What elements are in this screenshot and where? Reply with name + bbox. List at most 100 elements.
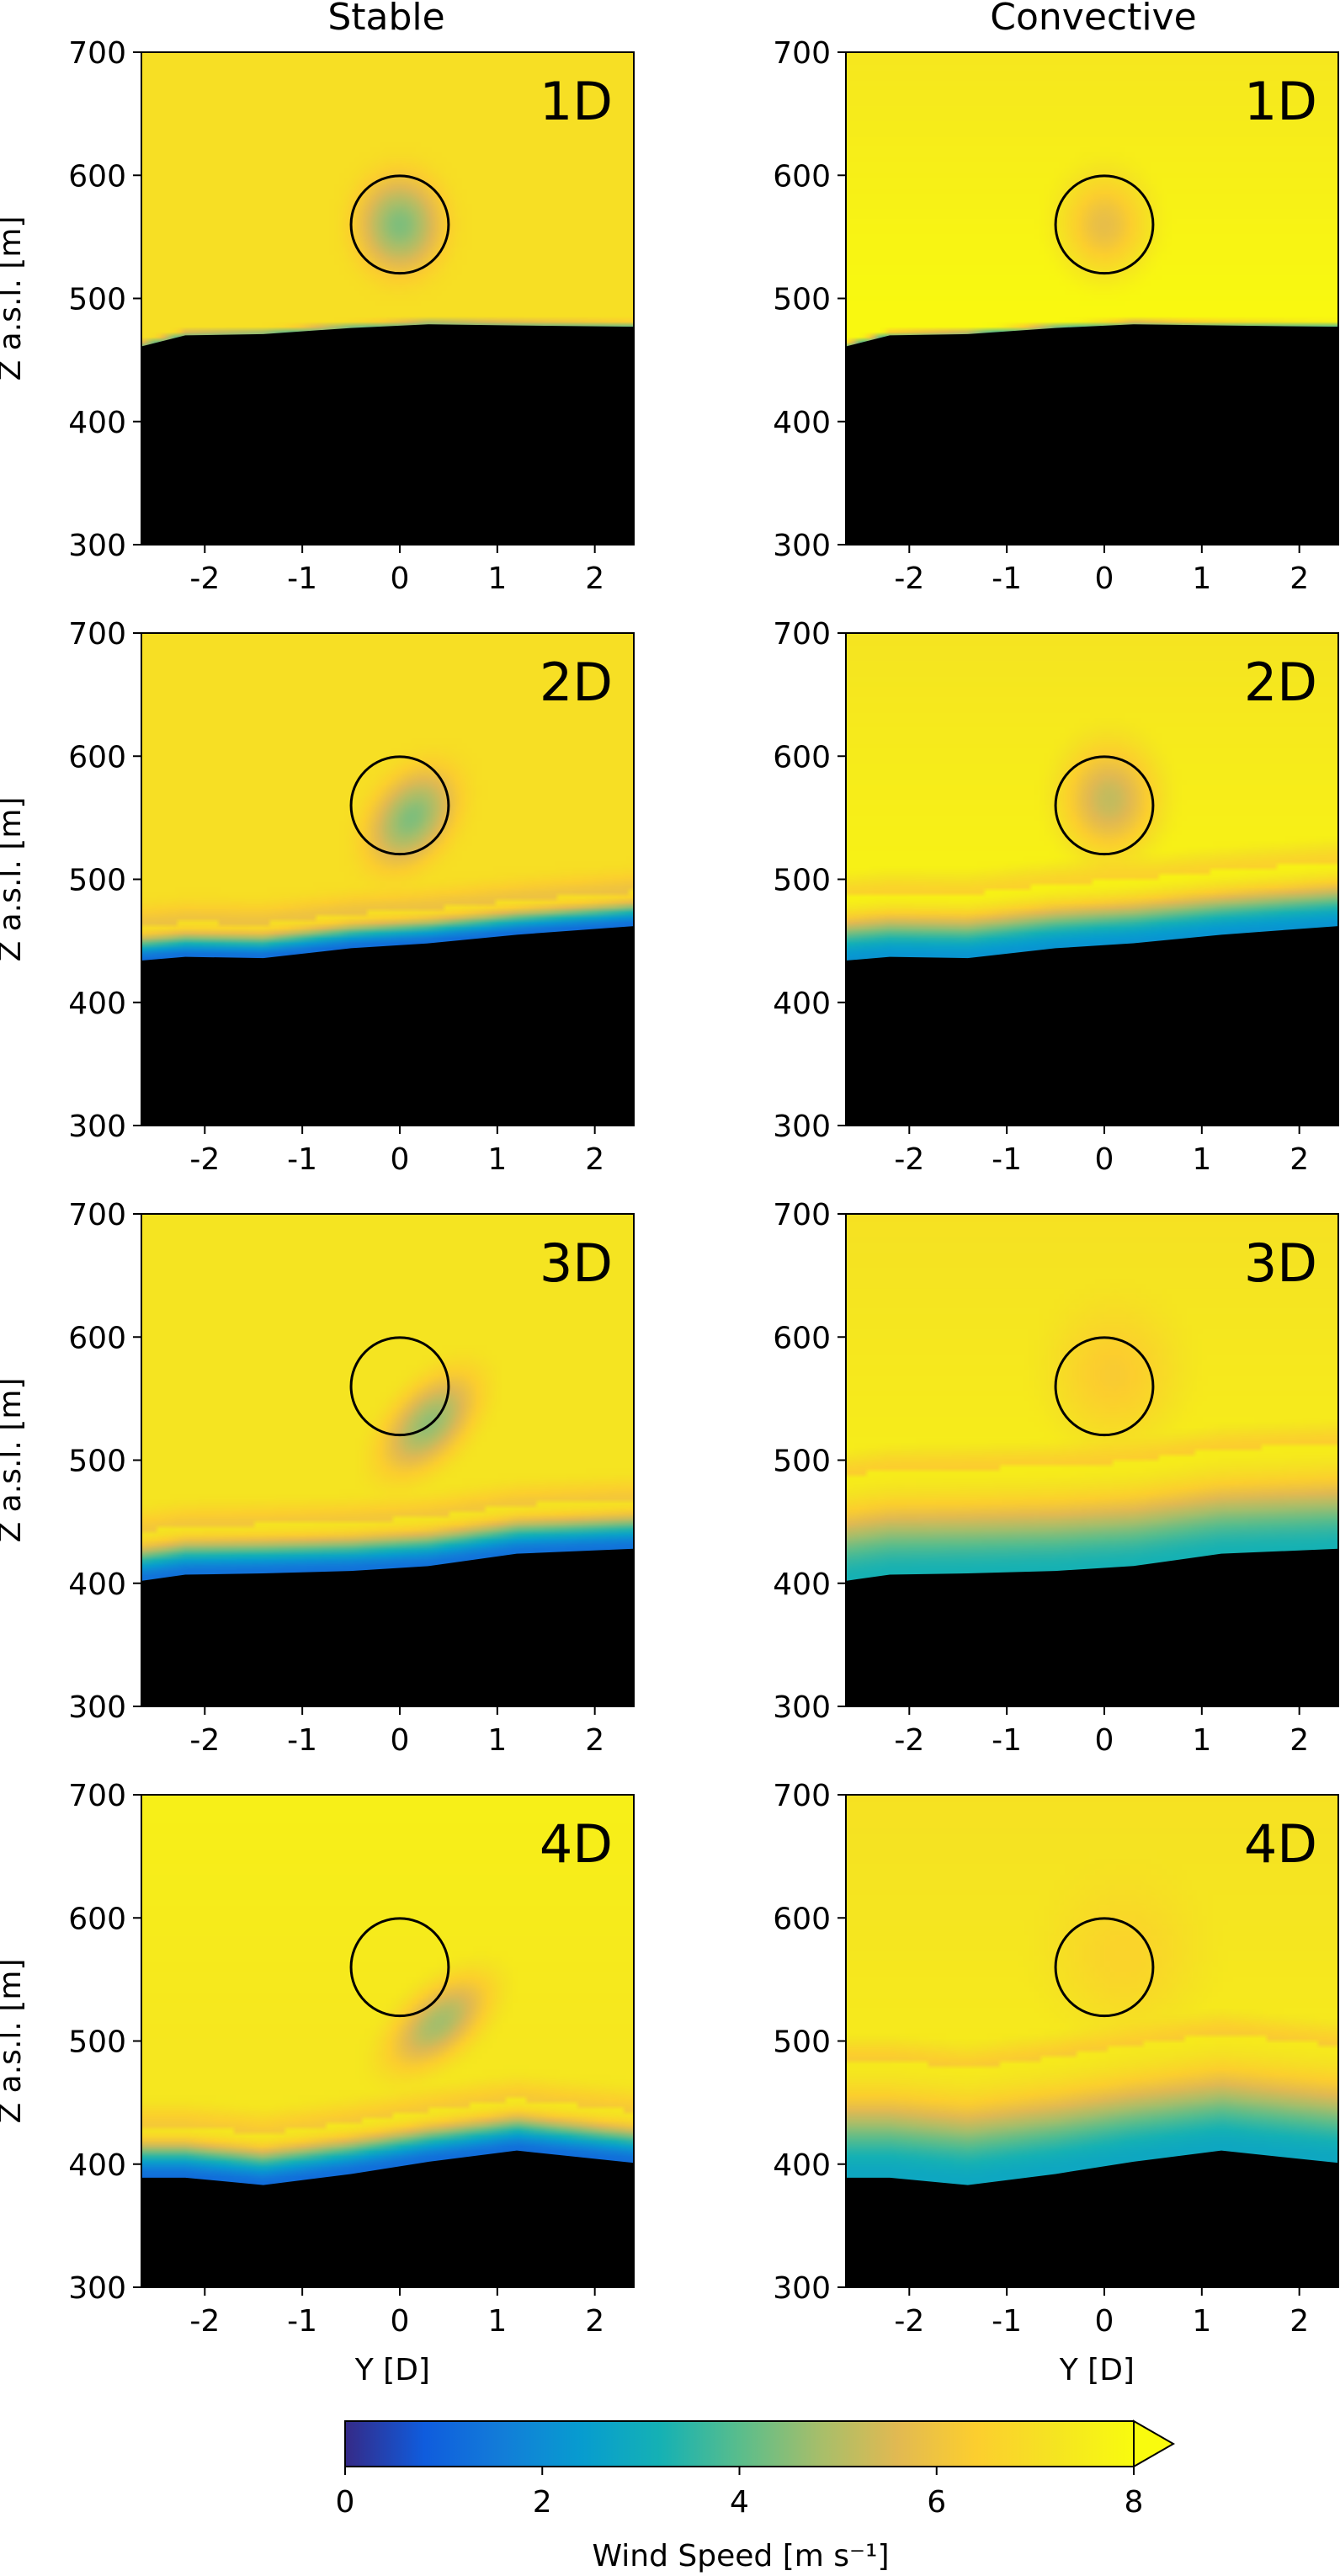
column-title-stable: Stable xyxy=(327,0,444,39)
x-tick-label: -2 xyxy=(189,562,220,596)
column-title-convective: Convective xyxy=(990,0,1196,39)
x-axis-label: Y [D] xyxy=(1059,2353,1135,2387)
terrain xyxy=(846,926,1338,1126)
panel-convective-2D: 2D -2 -1 0 1 2 300 400 500 600 700 xyxy=(773,617,1339,1177)
y-tick-label: 700 xyxy=(68,36,126,71)
terrain xyxy=(141,2150,634,2287)
terrain xyxy=(846,2150,1338,2287)
y-tick-label: 600 xyxy=(773,1321,831,1355)
colorbar-label: Wind Speed [m s⁻¹] xyxy=(592,2539,889,2573)
colorbar-tick-label: 8 xyxy=(1125,2485,1144,2520)
y-tick-label: 500 xyxy=(68,283,126,317)
colorbar-tick-label: 2 xyxy=(533,2485,552,2520)
y-tick-label: 400 xyxy=(773,406,831,440)
y-tick-label: 400 xyxy=(68,1567,126,1602)
x-tick-label: -2 xyxy=(189,1142,220,1177)
y-tick-label: 600 xyxy=(68,159,126,194)
x-tick-label: 2 xyxy=(1289,562,1309,596)
x-tick-label: 0 xyxy=(1095,1723,1114,1758)
colorbar: 0 2 4 6 8 Wind Speed [m s⁻¹] xyxy=(336,2419,1176,2573)
y-axis-label: Z a.s.l. [m] xyxy=(0,216,28,381)
y-axis-label: Z a.s.l. [m] xyxy=(0,797,28,962)
y-tick-label: 300 xyxy=(68,1110,126,1144)
x-tick-label: -1 xyxy=(287,2304,317,2339)
y-tick-label: 500 xyxy=(773,864,831,898)
x-tick-label: 0 xyxy=(1095,1142,1114,1177)
rotor-circle xyxy=(349,755,450,856)
panel-stable-3D: 3D -2 -1 0 1 2 300 400 500 600 700 Z a.s.l. [m] xyxy=(0,1198,635,1758)
panel-convective-4D: 4D -2 -1 0 1 2 300 400 500 600 700 Y [D] xyxy=(773,1779,1339,2387)
x-tick-label: 1 xyxy=(1192,1723,1211,1758)
x-tick-label: -1 xyxy=(992,2304,1022,2339)
y-tick-label: 300 xyxy=(68,1690,126,1725)
y-axis-label: Z a.s.l. [m] xyxy=(0,1378,28,1543)
colorbar-extend-arrow xyxy=(1133,2419,1176,2468)
y-tick-label: 700 xyxy=(68,1198,126,1232)
y-tick-label: 400 xyxy=(773,987,831,1021)
colorbar-ticks: 0 2 4 6 8 xyxy=(336,2467,1144,2520)
y-tick-label: 300 xyxy=(68,529,126,563)
y-tick-label: 300 xyxy=(773,1110,831,1144)
panel-label: 1D xyxy=(1244,71,1317,132)
terrain xyxy=(141,324,634,545)
x-tick-label: 1 xyxy=(487,562,507,596)
x-tick-label: 2 xyxy=(585,2304,604,2339)
y-tick-label: 400 xyxy=(773,1567,831,1602)
panel-label: 3D xyxy=(540,1232,613,1294)
x-axis-label: Y [D] xyxy=(354,2353,430,2387)
y-axis-label: Z a.s.l. [m] xyxy=(0,1959,28,2124)
x-tick-label: -1 xyxy=(287,562,317,596)
y-tick-label: 700 xyxy=(773,1198,831,1232)
x-tick-label: 2 xyxy=(1289,1723,1309,1758)
y-tick-label: 600 xyxy=(773,1902,831,1936)
terrain xyxy=(141,1548,634,1706)
y-tick-label: 700 xyxy=(68,617,126,652)
y-tick-label: 300 xyxy=(68,2271,126,2306)
panel-grid: 1D -2 -1 0 1 2 300 400 500 600 700 Z a.s.l. [m] 1D -2… xyxy=(0,36,1339,2387)
y-tick-label: 600 xyxy=(68,740,126,774)
y-tick-label: 400 xyxy=(68,987,126,1021)
y-tick-label: 300 xyxy=(773,529,831,563)
y-tick-label: 400 xyxy=(68,406,126,440)
x-tick-label: 0 xyxy=(1095,562,1114,596)
y-tick-label: 700 xyxy=(773,1779,831,1813)
rotor-circle xyxy=(1054,174,1155,275)
y-tick-label: 500 xyxy=(773,283,831,317)
x-tick-label: -2 xyxy=(189,2304,220,2339)
panel-label: 4D xyxy=(1244,1813,1317,1875)
x-tick-label: -1 xyxy=(992,1723,1022,1758)
x-tick-label: -1 xyxy=(287,1723,317,1758)
colorbar-gradient xyxy=(345,2421,1134,2467)
rotor-circle xyxy=(349,1336,450,1437)
x-tick-label: 0 xyxy=(391,1723,410,1758)
panel-label: 1D xyxy=(540,71,613,132)
y-tick-label: 500 xyxy=(773,1445,831,1479)
y-tick-label: 600 xyxy=(773,159,831,194)
x-tick-label: 2 xyxy=(585,562,604,596)
panel-stable-2D: 2D -2 -1 0 1 2 300 400 500 600 700 Z a.s.l. [m] xyxy=(0,617,635,1177)
panel-convective-1D: 1D -2 -1 0 1 2 300 400 500 600 700 xyxy=(773,36,1339,596)
terrain xyxy=(141,926,634,1126)
x-tick-label: 1 xyxy=(1192,562,1211,596)
x-tick-label: 2 xyxy=(1289,2304,1309,2339)
y-tick-label: 700 xyxy=(773,617,831,652)
y-tick-label: 400 xyxy=(68,2148,126,2183)
y-tick-label: 300 xyxy=(773,2271,831,2306)
x-tick-label: 1 xyxy=(1192,1142,1211,1177)
y-tick-label: 600 xyxy=(68,1902,126,1936)
x-tick-label: 1 xyxy=(487,1723,507,1758)
y-tick-label: 500 xyxy=(68,1445,126,1479)
x-tick-label: -1 xyxy=(992,1142,1022,1177)
x-tick-label: -1 xyxy=(992,562,1022,596)
panel-label: 4D xyxy=(540,1813,613,1875)
panel-label: 2D xyxy=(540,652,613,713)
x-tick-label: -2 xyxy=(894,562,924,596)
panel-convective-3D: 3D -2 -1 0 1 2 300 400 500 600 700 xyxy=(773,1198,1339,1758)
x-tick-label: -2 xyxy=(894,1723,924,1758)
y-tick-label: 500 xyxy=(68,2025,126,2060)
y-tick-label: 700 xyxy=(773,36,831,71)
rotor-circle xyxy=(349,174,450,275)
x-tick-label: 0 xyxy=(1095,2304,1114,2339)
colorbar-tick-label: 6 xyxy=(927,2485,946,2520)
